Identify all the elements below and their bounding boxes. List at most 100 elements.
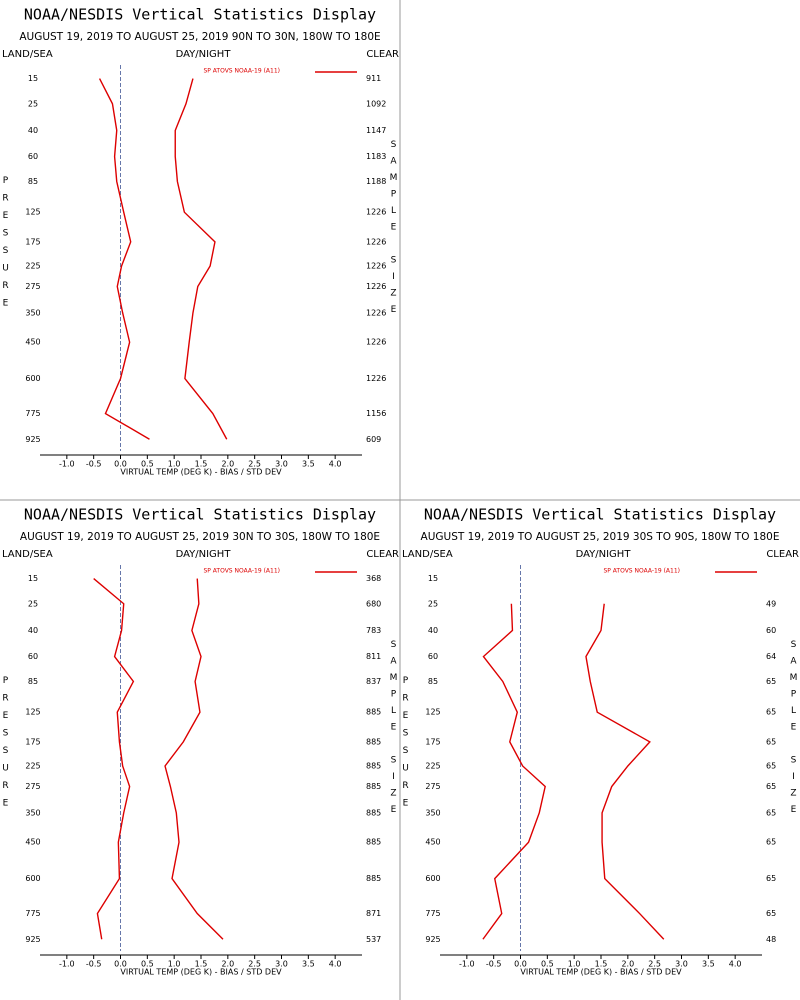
y-tick-label: 600 xyxy=(25,374,40,383)
y-tick-label: 60 xyxy=(428,652,438,661)
y-tick-label: 775 xyxy=(25,409,40,418)
y-tick-label: 85 xyxy=(28,677,38,686)
y2-axis-label: SAMPLE SIZE xyxy=(389,640,399,822)
x-tick-label: 2.5 xyxy=(248,960,261,969)
sample-size-label: 1226 xyxy=(366,308,386,317)
chart-title: NOAA/NESDIS Vertical Statistics Display xyxy=(24,6,376,24)
x-tick-label: 1.0 xyxy=(168,960,181,969)
chart-subtitle: AUGUST 19, 2019 TO AUGUST 25, 2019 90N T… xyxy=(19,31,380,43)
y-tick-label: 275 xyxy=(25,782,40,791)
x-axis-label: VIRTUAL TEMP (DEG K) - BIAS / STD DEV xyxy=(520,968,682,977)
x-tick-label: -0.5 xyxy=(86,960,102,969)
sample-size-label: 65 xyxy=(766,677,776,686)
x-tick-label: 4.0 xyxy=(329,960,342,969)
header-label: LAND/SEA xyxy=(2,49,53,60)
sample-size-label: 537 xyxy=(366,935,381,944)
chart-subtitle: AUGUST 19, 2019 TO AUGUST 25, 2019 30S T… xyxy=(421,531,780,543)
sample-size-label: 1156 xyxy=(366,409,386,418)
x-tick-label: 0.5 xyxy=(141,960,154,969)
y2-axis-label: SAMPLE SIZE xyxy=(789,640,799,822)
profile-line xyxy=(482,603,546,940)
sample-size-label: 65 xyxy=(766,782,776,791)
x-tick-label: 1.5 xyxy=(195,460,208,469)
y-tick-label: 925 xyxy=(25,935,40,944)
y-axis-label: PRESSURE xyxy=(401,676,411,816)
sample-size-label: 65 xyxy=(766,874,776,883)
x-tick-label: 3.0 xyxy=(675,960,688,969)
y-tick-label: 15 xyxy=(28,74,38,83)
profile-line xyxy=(98,78,150,440)
y-tick-label: 15 xyxy=(428,574,438,583)
chart-panel: NOAA/NESDIS Vertical Statistics Display A… xyxy=(401,506,800,977)
sample-size-label: 1226 xyxy=(366,261,386,270)
sample-size-label: 1147 xyxy=(366,126,386,135)
sample-size-label: 680 xyxy=(366,599,381,608)
sample-size-label: 48 xyxy=(766,935,776,944)
sample-size-label: 1226 xyxy=(366,374,386,383)
sample-size-label: 885 xyxy=(366,708,381,717)
y-tick-label: 175 xyxy=(25,237,40,246)
legend-label: SP ATOVS NOAA-19 (A11) xyxy=(203,568,280,575)
y-tick-label: 40 xyxy=(28,126,38,135)
y-tick-label: 275 xyxy=(425,782,440,791)
profile-line xyxy=(93,578,135,940)
y-tick-label: 225 xyxy=(25,261,40,270)
chart-panel: NOAA/NESDIS Vertical Statistics Display A… xyxy=(1,506,400,977)
y-axis-label: PRESSURE xyxy=(1,176,11,316)
x-tick-label: 0.5 xyxy=(541,960,554,969)
header-label: DAY/NIGHT xyxy=(176,549,232,560)
header-label: CLEAR xyxy=(766,549,799,560)
y-tick-label: 350 xyxy=(25,808,40,817)
header-label: CLEAR xyxy=(366,49,399,60)
y-tick-label: 600 xyxy=(425,874,440,883)
y-tick-label: 925 xyxy=(25,435,40,444)
sample-size-label: 65 xyxy=(766,737,776,746)
sample-size-label: 837 xyxy=(366,677,381,686)
x-tick-label: 3.5 xyxy=(302,960,315,969)
y-tick-label: 600 xyxy=(25,874,40,883)
sample-size-label: 911 xyxy=(366,74,381,83)
y-tick-label: 350 xyxy=(425,808,440,817)
x-tick-label: 3.5 xyxy=(702,960,715,969)
sample-size-label: 64 xyxy=(766,652,776,661)
legend-label: SP ATOVS NOAA-19 (A11) xyxy=(603,568,680,575)
y-tick-label: 225 xyxy=(425,761,440,770)
x-tick-label: 1.0 xyxy=(168,460,181,469)
y-tick-label: 175 xyxy=(425,737,440,746)
sample-size-label: 885 xyxy=(366,761,381,770)
y-tick-label: 85 xyxy=(28,177,38,186)
y-tick-label: 15 xyxy=(28,574,38,583)
y-tick-label: 40 xyxy=(428,626,438,635)
y-tick-label: 350 xyxy=(25,308,40,317)
x-tick-label: 4.0 xyxy=(729,960,742,969)
legend-label: SP ATOVS NOAA-19 (A11) xyxy=(203,68,280,75)
sample-size-label: 885 xyxy=(366,737,381,746)
chart-title: NOAA/NESDIS Vertical Statistics Display xyxy=(24,506,376,524)
y-tick-label: 125 xyxy=(25,208,40,217)
y-tick-label: 225 xyxy=(25,761,40,770)
x-tick-label: 2.5 xyxy=(648,960,661,969)
header-label: LAND/SEA xyxy=(2,549,53,560)
sample-size-label: 1226 xyxy=(366,282,386,291)
chart-title: NOAA/NESDIS Vertical Statistics Display xyxy=(424,506,776,524)
y-tick-label: 40 xyxy=(28,626,38,635)
y-tick-label: 85 xyxy=(428,677,438,686)
x-tick-label: 1.0 xyxy=(568,960,581,969)
x-tick-label: 2.0 xyxy=(221,460,234,469)
y-tick-label: 60 xyxy=(28,652,38,661)
sample-size-label: 65 xyxy=(766,761,776,770)
sample-size-label: 65 xyxy=(766,838,776,847)
x-tick-label: -0.5 xyxy=(486,960,502,969)
header-label: DAY/NIGHT xyxy=(176,49,232,60)
x-tick-label: 1.5 xyxy=(595,960,608,969)
x-tick-label: 0.0 xyxy=(114,960,127,969)
sample-size-label: 1092 xyxy=(366,99,386,108)
y-tick-label: 925 xyxy=(425,935,440,944)
x-tick-label: -0.5 xyxy=(86,460,102,469)
x-tick-label: 3.0 xyxy=(275,960,288,969)
x-axis-label: VIRTUAL TEMP (DEG K) - BIAS / STD DEV xyxy=(120,968,282,977)
sample-size-label: 885 xyxy=(366,808,381,817)
profile-line xyxy=(174,78,228,440)
sample-size-label: 1183 xyxy=(366,152,386,161)
x-axis-label: VIRTUAL TEMP (DEG K) - BIAS / STD DEV xyxy=(120,468,282,477)
